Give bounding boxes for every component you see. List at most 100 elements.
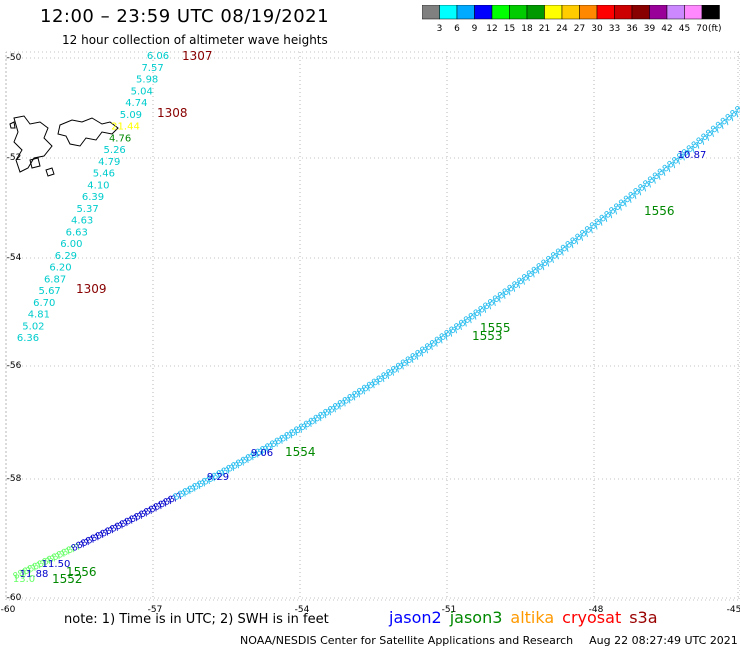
swh-mark: 7	[213, 471, 223, 482]
swh-mark: 7	[369, 380, 379, 391]
colorbar-label: 36	[626, 24, 638, 34]
swh-mark: 7	[596, 218, 606, 229]
swh-mark: 8	[705, 128, 716, 140]
swh-value: 13.0	[13, 574, 35, 585]
swh-mark: 7	[44, 556, 54, 567]
colorbar-label: 6	[454, 24, 460, 34]
swh-mark: 7	[112, 523, 122, 534]
swh-mark: 7	[558, 248, 568, 259]
swh-mark: 7	[54, 551, 64, 562]
pass-number: 1552	[52, 572, 83, 586]
swh-mark: 7	[20, 568, 30, 579]
swh-mark: 8	[646, 175, 657, 187]
swh-mark: 7	[703, 133, 713, 144]
swh-mark: 8	[394, 361, 405, 373]
swh-mark: 7	[674, 156, 684, 167]
lon-label: -48	[589, 605, 604, 615]
swh-mark: 8	[89, 533, 100, 545]
swh-mark: 8	[60, 547, 71, 559]
colorbar-label: (ft)	[708, 24, 722, 34]
swh-mark: 7	[204, 476, 214, 487]
colorbar-label: 3	[437, 24, 443, 34]
swh-value: 5.26	[104, 145, 126, 156]
swh-value: 6.70	[33, 298, 55, 309]
colorbar-swatch	[526, 5, 545, 20]
swh-mark: 7	[252, 450, 262, 461]
swh-mark: 7	[722, 117, 732, 128]
swh-mark: 7	[480, 305, 490, 316]
swh-mark: 8	[118, 519, 129, 531]
swh-value: 6.36	[17, 333, 39, 344]
swh-mark: 7	[713, 125, 723, 136]
swh-mark: 8	[268, 439, 279, 451]
swh-mark: 8	[293, 425, 304, 437]
swh-mark: 7	[543, 259, 553, 270]
lon-label: -60	[1, 605, 16, 615]
swh-mark: 7	[83, 537, 93, 548]
swh-mark: 8	[215, 469, 226, 481]
swh-mark: 8	[356, 386, 367, 398]
swh-mark: 7	[378, 374, 388, 385]
swh-mark: 7	[519, 277, 529, 288]
swh-mark: 8	[453, 322, 464, 334]
lat-label: -54	[7, 253, 22, 263]
swh-mark: 8	[409, 352, 420, 364]
swh-mark: 8	[482, 301, 493, 313]
swh-mark: 8	[278, 433, 289, 445]
swh-mark: 7	[335, 402, 345, 413]
swh-mark: 7	[514, 280, 524, 291]
lon-label: -57	[148, 605, 163, 615]
swh-mark: 7	[708, 129, 718, 140]
swh-mark: 7	[436, 336, 446, 347]
swh-mark: 8	[540, 258, 551, 270]
colorbar-swatch	[701, 5, 720, 20]
colorbar-label: 33	[609, 24, 620, 34]
swh-mark: 8	[734, 104, 740, 116]
swh-mark: 7	[465, 315, 475, 326]
page-title: 12:00 – 23:59 UTC 08/19/2021	[40, 6, 330, 27]
swh-mark: 7	[320, 410, 330, 421]
pass-number: 1553	[472, 329, 503, 343]
swh-mark: 7	[582, 229, 592, 240]
swh-mark: 8	[50, 552, 61, 564]
swh-mark: 8	[462, 315, 473, 327]
swh-mark: 7	[562, 244, 572, 255]
swh-mark: 7	[688, 145, 698, 156]
legend-cryosat: cryosat	[562, 608, 622, 627]
swh-mark: 7	[146, 506, 156, 517]
swh-mark: 8	[312, 413, 323, 425]
swh-mark: 8	[317, 410, 328, 422]
swh-mark: 7	[625, 195, 635, 206]
swh-mark: 8	[346, 392, 357, 404]
swh-mark: 7	[257, 447, 267, 458]
colorbar-label: 15	[504, 24, 515, 34]
swh-value: 4.74	[125, 98, 147, 109]
swh-mark: 7	[121, 518, 131, 529]
colorbar-swatch	[422, 5, 440, 20]
swh-mark: 8	[516, 276, 527, 288]
lat-label: -56	[7, 361, 22, 371]
swh-mark: 7	[291, 428, 301, 439]
swh-value: 6.39	[82, 192, 104, 203]
swh-value: 11.50	[42, 559, 71, 570]
swh-mark: 7	[548, 255, 558, 266]
track-west: 6.067.575.985.044.745.0921.444.765.264.7…	[17, 49, 213, 344]
swh-mark: 8	[472, 308, 483, 320]
swh-mark: 7	[645, 180, 655, 191]
swh-mark: 8	[399, 358, 410, 370]
swh-mark: 8	[12, 570, 23, 582]
swh-mark: 8	[506, 283, 517, 295]
swh-mark: 8	[656, 167, 667, 179]
swh-mark: 7	[247, 452, 257, 463]
swh-mark: 8	[99, 528, 110, 540]
swh-mark: 8	[109, 523, 120, 535]
swh-mark: 8	[147, 504, 158, 516]
swh-mark: 8	[487, 297, 498, 309]
swh-mark: 8	[525, 269, 536, 281]
swh-mark: 8	[239, 455, 250, 467]
swh-mark: 8	[298, 422, 309, 434]
swh-mark: 8	[133, 511, 144, 523]
pass-number: 1556	[66, 565, 97, 579]
coastline-path	[13, 115, 53, 173]
colorbar-swatch	[561, 5, 580, 20]
